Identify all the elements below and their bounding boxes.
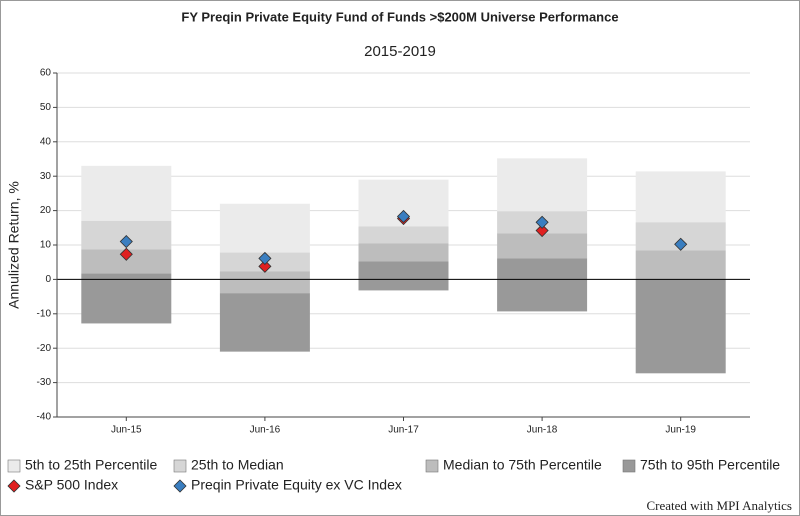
- y-tick-label: 60: [40, 68, 52, 79]
- legend-label: S&P 500 Index: [25, 477, 118, 493]
- band: [497, 158, 588, 212]
- band: [358, 243, 449, 262]
- y-tick-label: 10: [40, 240, 52, 251]
- legend-swatch: [622, 459, 636, 473]
- legend-label: 25th to Median: [191, 457, 284, 473]
- band: [219, 203, 310, 253]
- chart-subtitle: 2015-2019: [364, 43, 436, 60]
- marker: [535, 223, 549, 238]
- y-tick-label: 50: [40, 102, 52, 113]
- x-tick-label: Jun-18: [527, 425, 558, 436]
- legend-label: Median to 75th Percentile: [443, 457, 602, 473]
- y-axis-label: Annulized Return, %: [6, 181, 22, 309]
- band: [81, 273, 172, 324]
- band: [81, 165, 172, 221]
- band: [219, 271, 310, 294]
- y-tick-label: -30: [37, 377, 52, 388]
- band: [635, 279, 726, 374]
- marker: [119, 234, 133, 249]
- legend-marker: [173, 479, 187, 493]
- band: [358, 226, 449, 244]
- band: [497, 233, 588, 259]
- y-tick-label: 30: [40, 171, 52, 182]
- y-tick-label: -10: [37, 308, 52, 319]
- legend-swatch: [7, 459, 21, 473]
- y-tick-label: 0: [45, 274, 51, 285]
- band: [635, 250, 726, 280]
- legend-label: 75th to 95th Percentile: [640, 457, 780, 473]
- y-tick-label: 40: [40, 136, 52, 147]
- legend-swatch: [425, 459, 439, 473]
- y-tick-label: -40: [37, 412, 52, 423]
- x-tick-label: Jun-16: [250, 425, 281, 436]
- legend-swatch: [173, 459, 187, 473]
- marker: [535, 215, 549, 229]
- y-tick-label: 20: [40, 205, 52, 216]
- band: [358, 261, 449, 291]
- credit: Created with MPI Analytics: [646, 498, 792, 513]
- marker: [674, 237, 688, 251]
- legend-label: 5th to 25th Percentile: [25, 457, 158, 473]
- x-tick-label: Jun-17: [388, 425, 419, 436]
- legend-label: Preqin Private Equity ex VC Index: [191, 477, 402, 493]
- x-tick-label: Jun-15: [111, 425, 142, 436]
- marker: [258, 251, 272, 265]
- marker: [258, 259, 272, 273]
- marker: [396, 209, 411, 224]
- band: [497, 258, 588, 312]
- y-tick-label: -20: [37, 343, 52, 354]
- chart-title: FY Preqin Private Equity Fund of Funds >…: [181, 9, 618, 24]
- legend-marker: [7, 479, 21, 493]
- band: [219, 293, 310, 352]
- x-tick-label: Jun-19: [665, 425, 696, 436]
- band: [635, 171, 726, 223]
- marker: [119, 247, 133, 261]
